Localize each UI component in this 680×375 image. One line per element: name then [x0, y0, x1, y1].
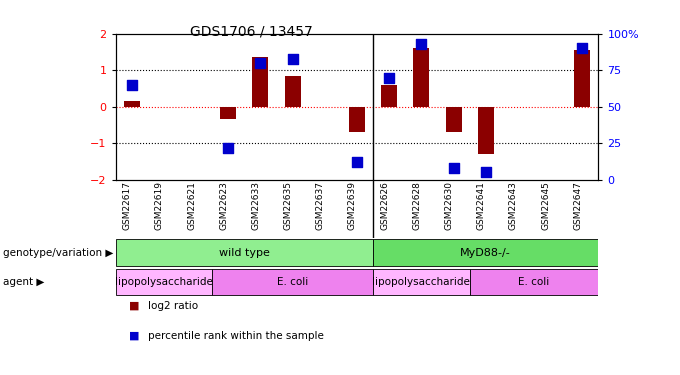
Text: GSM22635: GSM22635 [284, 181, 292, 230]
Bar [477, 106, 494, 154]
Text: wild type: wild type [219, 248, 270, 258]
Point [480, 169, 491, 175]
Text: genotype/variation ▶: genotype/variation ▶ [3, 248, 114, 258]
Bar [373, 268, 470, 295]
Text: agent ▶: agent ▶ [3, 277, 45, 286]
Text: GSM22641: GSM22641 [477, 181, 486, 230]
Point [223, 144, 234, 150]
Text: GSM22617: GSM22617 [122, 181, 132, 230]
Bar [220, 106, 237, 119]
Point [126, 82, 137, 88]
Point [287, 56, 298, 62]
Text: MyD88-/-: MyD88-/- [460, 248, 511, 258]
Bar [124, 101, 139, 106]
Text: GSM22628: GSM22628 [412, 181, 422, 230]
Text: GSM22623: GSM22623 [219, 181, 228, 230]
Bar [252, 57, 269, 106]
Bar [445, 106, 462, 132]
Point [352, 159, 362, 165]
Text: GSM22626: GSM22626 [380, 181, 389, 230]
Text: GSM22633: GSM22633 [252, 181, 260, 230]
Point [384, 75, 394, 81]
Text: GSM22621: GSM22621 [187, 181, 196, 230]
Bar [212, 268, 373, 295]
Text: GSM22639: GSM22639 [348, 181, 357, 230]
Bar [349, 106, 365, 132]
Bar [574, 50, 590, 106]
Bar [381, 85, 397, 106]
Text: GSM22630: GSM22630 [445, 181, 454, 230]
Bar [373, 239, 598, 266]
Point [416, 41, 427, 47]
Bar [413, 48, 429, 106]
Text: GDS1706 / 13457: GDS1706 / 13457 [190, 24, 313, 38]
Text: ■: ■ [129, 301, 139, 310]
Text: GSM22619: GSM22619 [155, 181, 164, 230]
Point [448, 165, 459, 171]
Text: GSM22643: GSM22643 [509, 181, 518, 230]
Text: log2 ratio: log2 ratio [148, 301, 198, 310]
Text: percentile rank within the sample: percentile rank within the sample [148, 331, 324, 340]
Point [577, 45, 588, 51]
Text: ■: ■ [129, 331, 139, 340]
Bar [116, 268, 212, 295]
Text: lipopolysaccharide: lipopolysaccharide [115, 277, 213, 286]
Bar [284, 76, 301, 106]
Point [255, 60, 266, 66]
Text: E. coli: E. coli [277, 277, 308, 286]
Bar [116, 239, 373, 266]
Text: GSM22645: GSM22645 [541, 181, 550, 230]
Text: lipopolysaccharide: lipopolysaccharide [373, 277, 471, 286]
Text: GSM22647: GSM22647 [573, 181, 582, 230]
Bar [470, 268, 598, 295]
Text: E. coli: E. coli [518, 277, 549, 286]
Text: GSM22637: GSM22637 [316, 181, 325, 230]
